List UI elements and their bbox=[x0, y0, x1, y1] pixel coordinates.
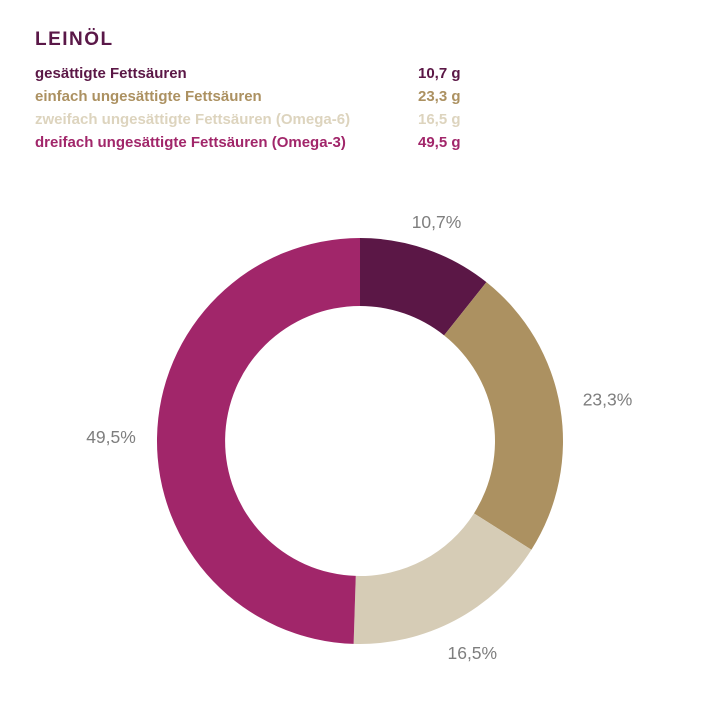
legend-label: zweifach ungesättigte Fettsäuren (Omega-… bbox=[35, 111, 351, 128]
legend-label: dreifach ungesättigte Fettsäuren (Omega-… bbox=[35, 134, 346, 151]
legend: gesättigte Fettsäuren 10,7 g einfach ung… bbox=[35, 62, 480, 154]
donut-slice-1 bbox=[444, 282, 564, 550]
percent-label-3: 49,5% bbox=[86, 427, 136, 447]
legend-value: 10,7 g bbox=[418, 65, 461, 82]
legend-value: 16,5 g bbox=[418, 111, 461, 128]
legend-value: 23,3 g bbox=[418, 88, 461, 105]
legend-row-saturated: gesättigte Fettsäuren 10,7 g bbox=[35, 62, 480, 85]
donut-slice-0 bbox=[360, 238, 487, 336]
percent-label-0: 10,7% bbox=[412, 212, 462, 232]
donut-slice-2 bbox=[353, 513, 532, 645]
legend-row-monounsaturated: einfach ungesättigte Fettsäuren 23,3 g bbox=[35, 85, 480, 108]
legend-label: gesättigte Fettsäuren bbox=[35, 65, 187, 82]
page-title: LEINÖL bbox=[35, 29, 114, 50]
percent-label-2: 16,5% bbox=[447, 643, 497, 663]
legend-value: 49,5 g bbox=[418, 134, 461, 151]
legend-row-omega3: dreifach ungesättigte Fettsäuren (Omega-… bbox=[35, 131, 480, 154]
percent-label-1: 23,3% bbox=[583, 389, 633, 409]
legend-label: einfach ungesättigte Fettsäuren bbox=[35, 88, 262, 105]
donut-slice-3 bbox=[156, 238, 360, 644]
legend-row-omega6: zweifach ungesättigte Fettsäuren (Omega-… bbox=[35, 108, 480, 131]
